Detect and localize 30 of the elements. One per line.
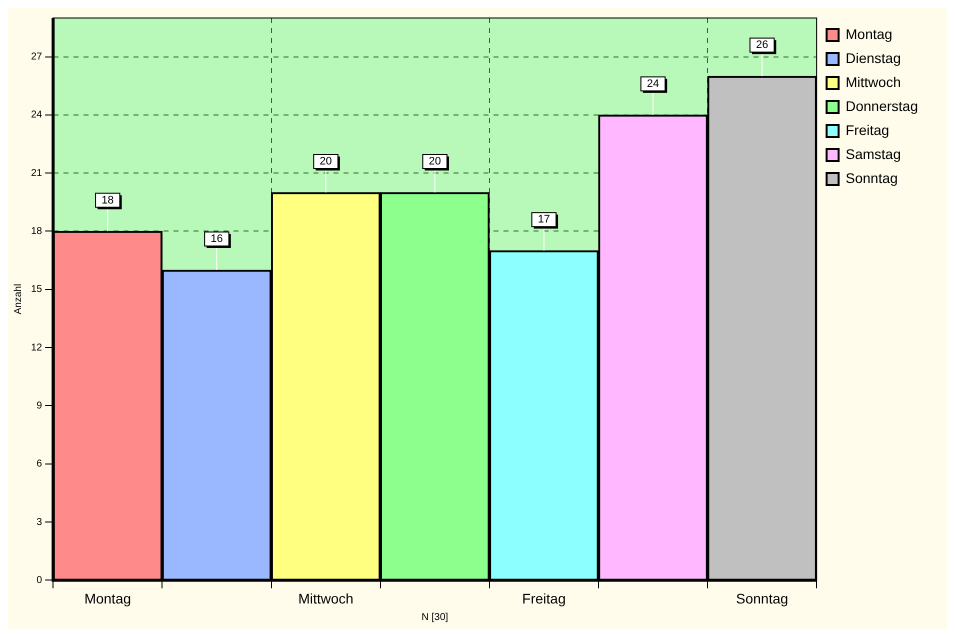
data-label: 16	[210, 233, 223, 246]
x-tick-label: Montag	[84, 590, 132, 606]
y-tick-label: 9	[36, 400, 43, 412]
legend-label: Samstag	[846, 146, 901, 162]
y-tick-label: 21	[31, 168, 43, 179]
x-tick-label: Sonntag	[736, 590, 788, 606]
data-label: 18	[102, 194, 114, 206]
data-label: 20	[320, 156, 332, 168]
data-label: 20	[428, 156, 441, 168]
y-tick-label: 15	[31, 284, 43, 296]
x-tick-label: Mittwoch	[298, 590, 354, 606]
data-label: 17	[538, 214, 550, 226]
y-tick-label: 12	[31, 342, 43, 354]
legend-label: Donnerstag	[846, 98, 918, 114]
data-label: 26	[756, 39, 768, 52]
y-tick-label: 3	[36, 516, 43, 528]
legend-label: Mittwoch	[846, 74, 901, 90]
y-tick-label: 24	[31, 110, 43, 121]
legend-label: Sonntag	[846, 170, 898, 186]
y-tick-label: 6	[36, 458, 43, 470]
x-axis-title: N [30]	[422, 612, 448, 623]
x-tick-label: Freitag	[522, 590, 566, 606]
legend-label: Freitag	[846, 122, 890, 138]
legend-label: Montag	[846, 26, 892, 42]
y-tick-label: 18	[31, 226, 43, 237]
y-tick-label: 27	[31, 52, 43, 63]
data-label: 24	[646, 78, 660, 90]
legend-label: Dienstag	[846, 50, 901, 66]
y-axis-title: Anzahl	[12, 284, 24, 314]
y-tick-label: 0	[36, 574, 43, 586]
